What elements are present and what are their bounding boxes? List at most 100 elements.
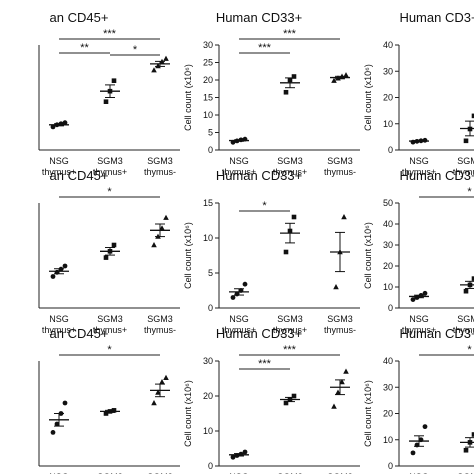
y-tick-label: 10 — [383, 119, 393, 129]
panel-title: Human CD3+ — [399, 10, 474, 25]
y-axis-label: Cell count (x10⁶) — [363, 222, 373, 289]
category-label: NSG — [229, 156, 249, 166]
y-tick-label: 40 — [383, 356, 393, 366]
panel-title: Human CD3+ — [399, 326, 474, 341]
data-point — [50, 430, 56, 435]
category-label: SGM3 — [457, 472, 474, 474]
data-point — [163, 55, 169, 61]
significance-label: * — [107, 186, 112, 198]
data-point — [50, 274, 56, 279]
panel-7: an CD45+ NSG thymus+ SGM3 thymus+ SGM3 thymus-… — [38, 326, 180, 474]
category-label: NSG — [229, 314, 249, 324]
data-point — [422, 424, 428, 430]
category-label: thymus+ — [453, 325, 474, 335]
category-label: SGM3 — [97, 156, 123, 166]
panel-8: Human CD33+ 0 10 20 30 Cell count (x10⁶) NSG th… — [183, 326, 360, 474]
y-tick-label: 10 — [203, 426, 213, 436]
data-point — [159, 379, 165, 385]
category-label: SGM3 — [277, 156, 303, 166]
category-label: thymus+ — [402, 167, 436, 177]
y-tick-label: 10 — [203, 233, 213, 243]
y-axis-label: Cell count (x10⁶) — [183, 64, 193, 131]
panel-title: Human CD33+ — [216, 10, 302, 25]
y-tick-label: 15 — [203, 198, 213, 208]
data-point — [103, 255, 109, 260]
data-point — [103, 99, 109, 104]
y-tick-label: 30 — [383, 382, 393, 392]
data-point — [283, 249, 289, 255]
panel-title: Human CD33+ — [216, 168, 302, 183]
significance-label: *** — [258, 42, 272, 54]
category-label: NSG — [49, 156, 69, 166]
significance-label: * — [133, 44, 138, 56]
y-tick-label: 0 — [388, 303, 393, 313]
significance-label: * — [467, 344, 472, 356]
y-tick-label: 20 — [203, 391, 213, 401]
y-tick-label: 20 — [203, 75, 213, 85]
y-tick-label: 10 — [203, 110, 213, 120]
data-point — [159, 225, 165, 231]
y-tick-label: 30 — [383, 66, 393, 76]
data-point — [62, 400, 68, 406]
y-axis-label: Cell count (x10⁶) — [183, 222, 193, 289]
y-tick-label: 15 — [203, 93, 213, 103]
category-label: thymus+ — [93, 167, 127, 177]
data-point — [111, 242, 117, 248]
significance-label: *** — [283, 28, 297, 40]
data-point — [242, 281, 248, 287]
y-tick-label: 5 — [208, 268, 213, 278]
data-point — [291, 74, 297, 79]
significance-label: * — [467, 186, 472, 198]
data-point — [62, 263, 68, 269]
category-label: thymus- — [144, 167, 176, 177]
data-point — [151, 242, 157, 248]
data-point — [163, 214, 169, 220]
data-point — [343, 368, 349, 374]
category-label: SGM3 — [327, 472, 353, 474]
panel-title: an CD45+ — [50, 168, 109, 183]
category-label: NSG — [409, 314, 429, 324]
panel-4: an CD45+NSGthymus+SGM3thymus+SGM3thymus-… — [38, 168, 180, 335]
y-tick-label: 20 — [383, 409, 393, 419]
y-tick-label: 10 — [383, 435, 393, 445]
category-label: thymus- — [144, 325, 176, 335]
data-point — [283, 89, 289, 95]
category-label: NSG — [229, 472, 249, 474]
data-point — [410, 450, 416, 456]
data-point — [291, 214, 297, 220]
category-label: SGM3 — [277, 314, 303, 324]
y-tick-label: 25 — [203, 58, 213, 68]
y-tick-label: 10 — [383, 282, 393, 292]
y-tick-label: 40 — [383, 219, 393, 229]
panel-title: Human CD3+ — [399, 168, 474, 183]
panel-1: an CD45+NSGthymus+SGM3thymus+SGM3thymus-… — [38, 10, 180, 177]
data-point — [422, 290, 428, 296]
category-label: SGM3 — [147, 156, 173, 166]
data-point — [471, 113, 474, 119]
y-tick-label: 0 — [208, 145, 213, 155]
y-tick-label: 30 — [383, 240, 393, 250]
category-label: thymus+ — [222, 325, 256, 335]
category-label: NSG — [49, 314, 69, 324]
y-tick-label: 0 — [388, 461, 393, 471]
data-point — [163, 374, 169, 380]
panel-2: Human CD33+ 0 5 10 15 20 25 30 Cell count (x10⁶)… — [183, 10, 360, 177]
category-label: thymus+ — [453, 167, 474, 177]
data-point — [54, 421, 60, 427]
significance-label: * — [262, 200, 267, 212]
category-label: thymus+ — [93, 325, 127, 335]
significance-label: * — [107, 344, 112, 356]
category-label: thymus- — [324, 325, 356, 335]
y-tick-label: 0 — [388, 145, 393, 155]
y-tick-label: 40 — [383, 40, 393, 50]
y-tick-label: 0 — [208, 461, 213, 471]
data-point — [335, 389, 341, 395]
y-tick-label: 30 — [203, 356, 213, 366]
significance-label: *** — [283, 344, 297, 356]
category-label: SGM3 — [147, 472, 173, 474]
panel-title: an CD45+ — [50, 326, 109, 341]
category-label: thymus+ — [273, 167, 307, 177]
category-label: thymus+ — [273, 325, 307, 335]
